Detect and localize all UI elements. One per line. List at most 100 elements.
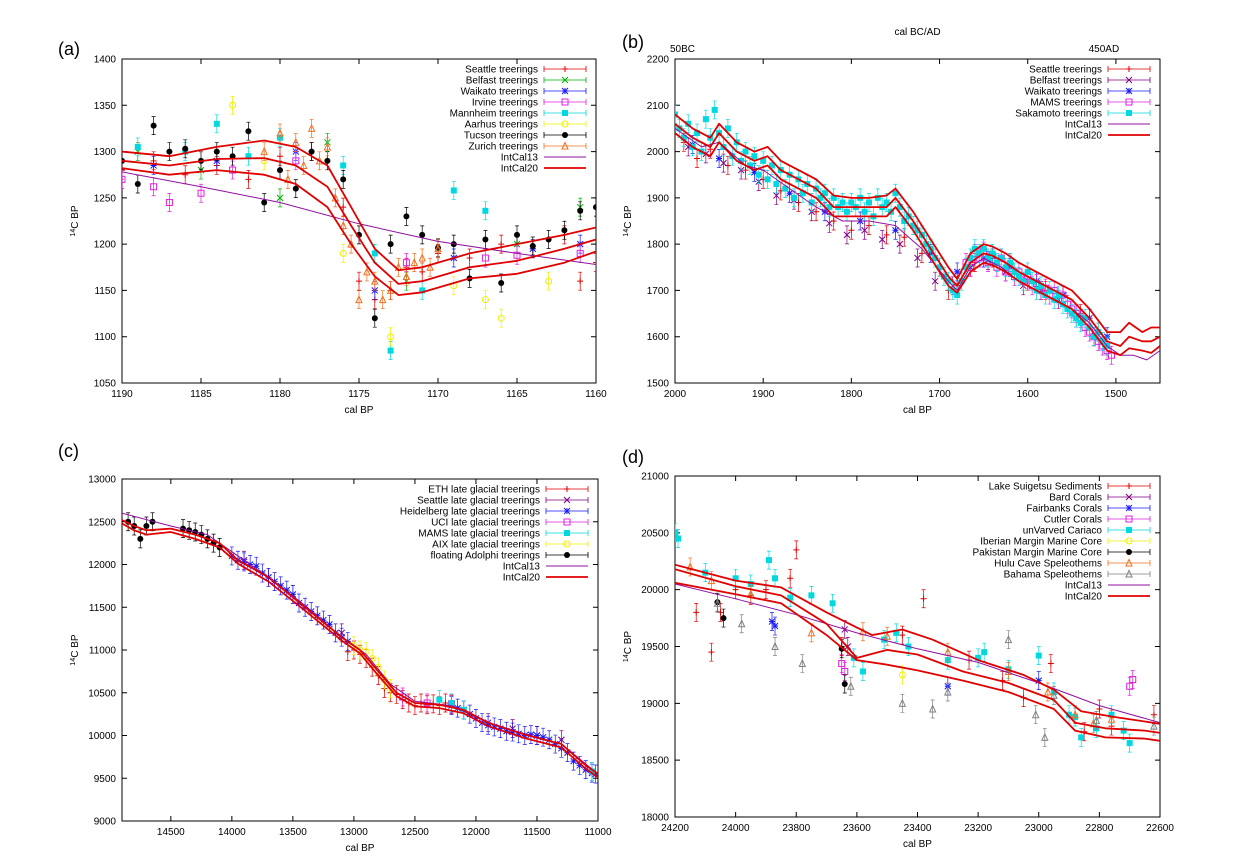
data-point [277,582,285,590]
y-tick-label: 1200 [94,240,117,251]
x-tick-label: 22600 [1146,823,1174,834]
data-point [149,518,156,525]
data-point [371,276,379,285]
data-point [866,199,872,206]
x-tick-label: 23000 [1025,823,1053,834]
legend-label: Pakistan Margin Marine Core [973,548,1103,559]
data-point [708,649,715,656]
legend-marker [1125,87,1133,95]
data-point [387,333,395,341]
legend-marker [563,518,571,526]
data-point [981,649,988,656]
data-point [340,204,347,211]
y-tick-label: 2000 [647,147,670,158]
data-point [755,171,762,178]
panel-label: (c) [58,441,79,461]
legend-swatch [1107,571,1151,577]
data-point [150,162,157,169]
legend-marker [1125,515,1133,523]
data-point [732,575,739,582]
data-point [1068,310,1075,317]
data-point [798,658,807,668]
data-point [320,616,327,624]
data-point [746,162,753,169]
data-point [720,615,727,622]
data-point [1064,305,1071,312]
data-point [292,137,300,146]
error-bar [285,169,290,189]
error-bar [167,193,172,212]
data-point [182,145,189,152]
error-bar [900,665,905,685]
legend-swatch [545,519,589,525]
data-point [738,157,745,164]
plot-area [122,512,598,784]
error-bar [325,137,330,157]
data-point [899,632,906,639]
data-point [747,580,754,587]
data-point [326,620,333,628]
legend-marker [561,120,569,128]
data-point [808,199,815,206]
data-point [931,277,939,285]
y-tick-label: 1400 [94,55,117,66]
data-point [841,668,849,676]
error-bar [151,177,156,197]
data-point [807,628,816,637]
data-point [821,190,828,197]
data-point [1031,710,1040,719]
legend-label: Belfast treerings [1030,76,1102,87]
legend-marker [564,552,570,558]
data-point [1090,333,1097,340]
legend-marker [1126,549,1132,555]
data-point [910,222,917,229]
error-bar [396,257,401,277]
data-point [1029,278,1036,285]
legend-swatch [543,143,587,149]
data-point [1073,315,1080,322]
x-tick-label: 1160 [585,389,607,400]
legend-marker [1126,483,1132,489]
data-point [893,629,900,636]
y-tick-label: 1600 [647,332,670,343]
data-point [339,220,347,230]
x-tick-label: 1185 [190,389,212,400]
data-point [229,101,237,109]
series-line [122,167,596,296]
data-point [1020,278,1027,285]
legend-marker [563,540,571,548]
data-point [1120,727,1127,734]
data-point [1126,740,1133,747]
data-point [874,194,881,201]
data-point [918,250,925,257]
legend-label: Seattle treerings [1029,65,1102,76]
data-point [896,204,903,211]
error-bar [1042,728,1047,747]
series-line [675,127,1160,361]
panel-b: (b) 2000 1900 1800 1700 1600 1500 1500 1600 1700 1… [622,27,1161,416]
legend-label: Waikato treerings [1025,87,1102,98]
error-bar [293,132,298,152]
data-point [878,236,886,243]
legend-label: Fairbanks Corals [1026,504,1102,515]
data-point [419,268,426,275]
data-point [998,255,1005,262]
legend-swatch [1107,99,1151,105]
data-point [768,618,776,625]
data-point [143,523,150,530]
y-tick-label: 1500 [647,379,670,390]
data-point [791,194,798,201]
y-tick-label: 9500 [94,774,117,785]
error-bar [1130,670,1135,689]
data-point [826,204,833,211]
data-point [299,160,308,169]
data-point [892,190,899,197]
y-tick-label: 1250 [94,193,117,204]
data-point [883,199,890,206]
data-point [527,731,535,738]
data-point [576,762,584,769]
plot-frame [674,58,1161,384]
data-point [245,176,252,183]
error-bar [594,197,596,217]
